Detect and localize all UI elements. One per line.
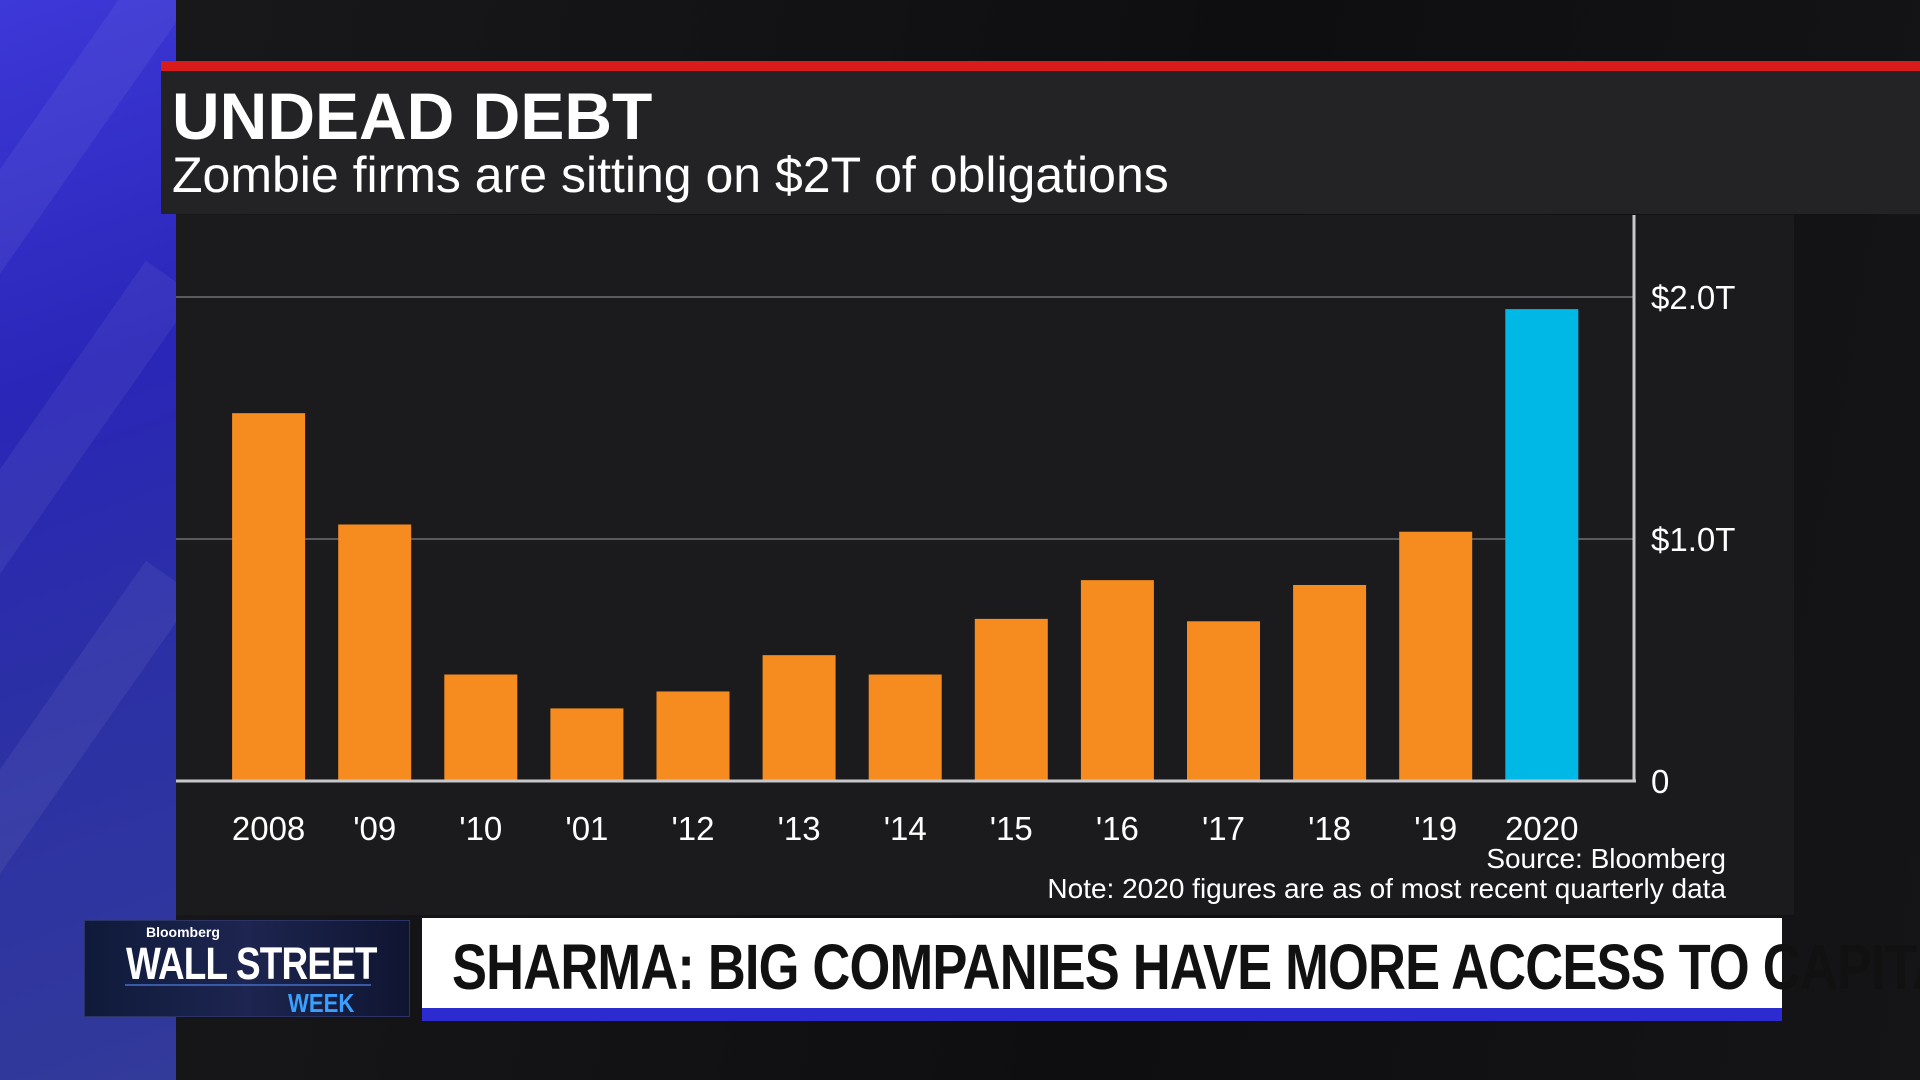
title-red-rule — [161, 61, 1920, 71]
show-logo — [84, 920, 410, 1017]
x-tick-label-9: '17 — [1202, 810, 1245, 847]
x-tick-labels: 2008 '09 '10 '01 '12 '13 '14 '15 '16 '17 '18 '19 202… — [232, 810, 1579, 847]
lower-third-accent — [422, 1008, 1782, 1021]
x-tick-label-4: '12 — [671, 810, 714, 847]
logo-divider — [125, 984, 371, 986]
bar-9 — [1187, 621, 1260, 781]
bar-0 — [232, 413, 306, 781]
bar-3 — [550, 708, 624, 781]
source-note: Source: Bloomberg — [1486, 843, 1726, 874]
logo-brand-text: Bloomberg — [146, 924, 220, 940]
bar-8 — [1080, 580, 1154, 781]
bar-6 — [868, 674, 942, 781]
x-tick-label-7: '15 — [990, 810, 1033, 847]
bar-7 — [974, 618, 1048, 781]
bars — [232, 309, 1579, 781]
x-tick-label-3: '01 — [565, 810, 608, 847]
bar-1 — [338, 524, 412, 781]
chart-subtitle: Zombie firms are sitting on $2T of oblig… — [172, 147, 1169, 203]
left-blue-backdrop — [0, 0, 176, 1080]
y-tick-label-0: 0 — [1651, 763, 1669, 800]
grid-lines — [176, 296, 1634, 540]
x-tick-label-10: '18 — [1308, 810, 1351, 847]
x-tick-label-5: '13 — [778, 810, 821, 847]
bar-12 — [1505, 309, 1579, 781]
logo-show-subname: WEEK — [288, 988, 355, 1018]
x-tick-label-8: '16 — [1096, 810, 1139, 847]
x-tick-label-12: 2020 — [1505, 810, 1578, 847]
bar-5 — [762, 655, 836, 781]
logo-show-name: WALL STREET — [126, 938, 377, 989]
x-tick-label-11: '19 — [1414, 810, 1457, 847]
y-tick-label-2: $2.0T — [1651, 279, 1735, 316]
bar-4 — [656, 691, 730, 781]
x-tick-label-6: '14 — [884, 810, 927, 847]
lower-third-banner — [422, 918, 1782, 1008]
x-tick-label-0: 2008 — [232, 810, 305, 847]
chart-title: UNDEAD DEBT — [172, 79, 653, 153]
bar-10 — [1293, 584, 1367, 781]
bar-11 — [1399, 531, 1473, 781]
y-tick-label-1: $1.0T — [1651, 521, 1735, 558]
axes — [176, 215, 1636, 783]
bar-2 — [444, 674, 518, 781]
x-tick-label-2: '10 — [459, 810, 502, 847]
x-tick-label-1: '09 — [353, 810, 396, 847]
lower-third-headline: SHARMA: BIG COMPANIES HAVE MORE ACCESS T… — [452, 931, 1920, 1003]
y-tick-labels: 0 $1.0T $2.0T — [1651, 279, 1735, 800]
title-bar — [161, 71, 1920, 214]
data-note: Note: 2020 figures are as of most recent… — [1047, 873, 1726, 904]
